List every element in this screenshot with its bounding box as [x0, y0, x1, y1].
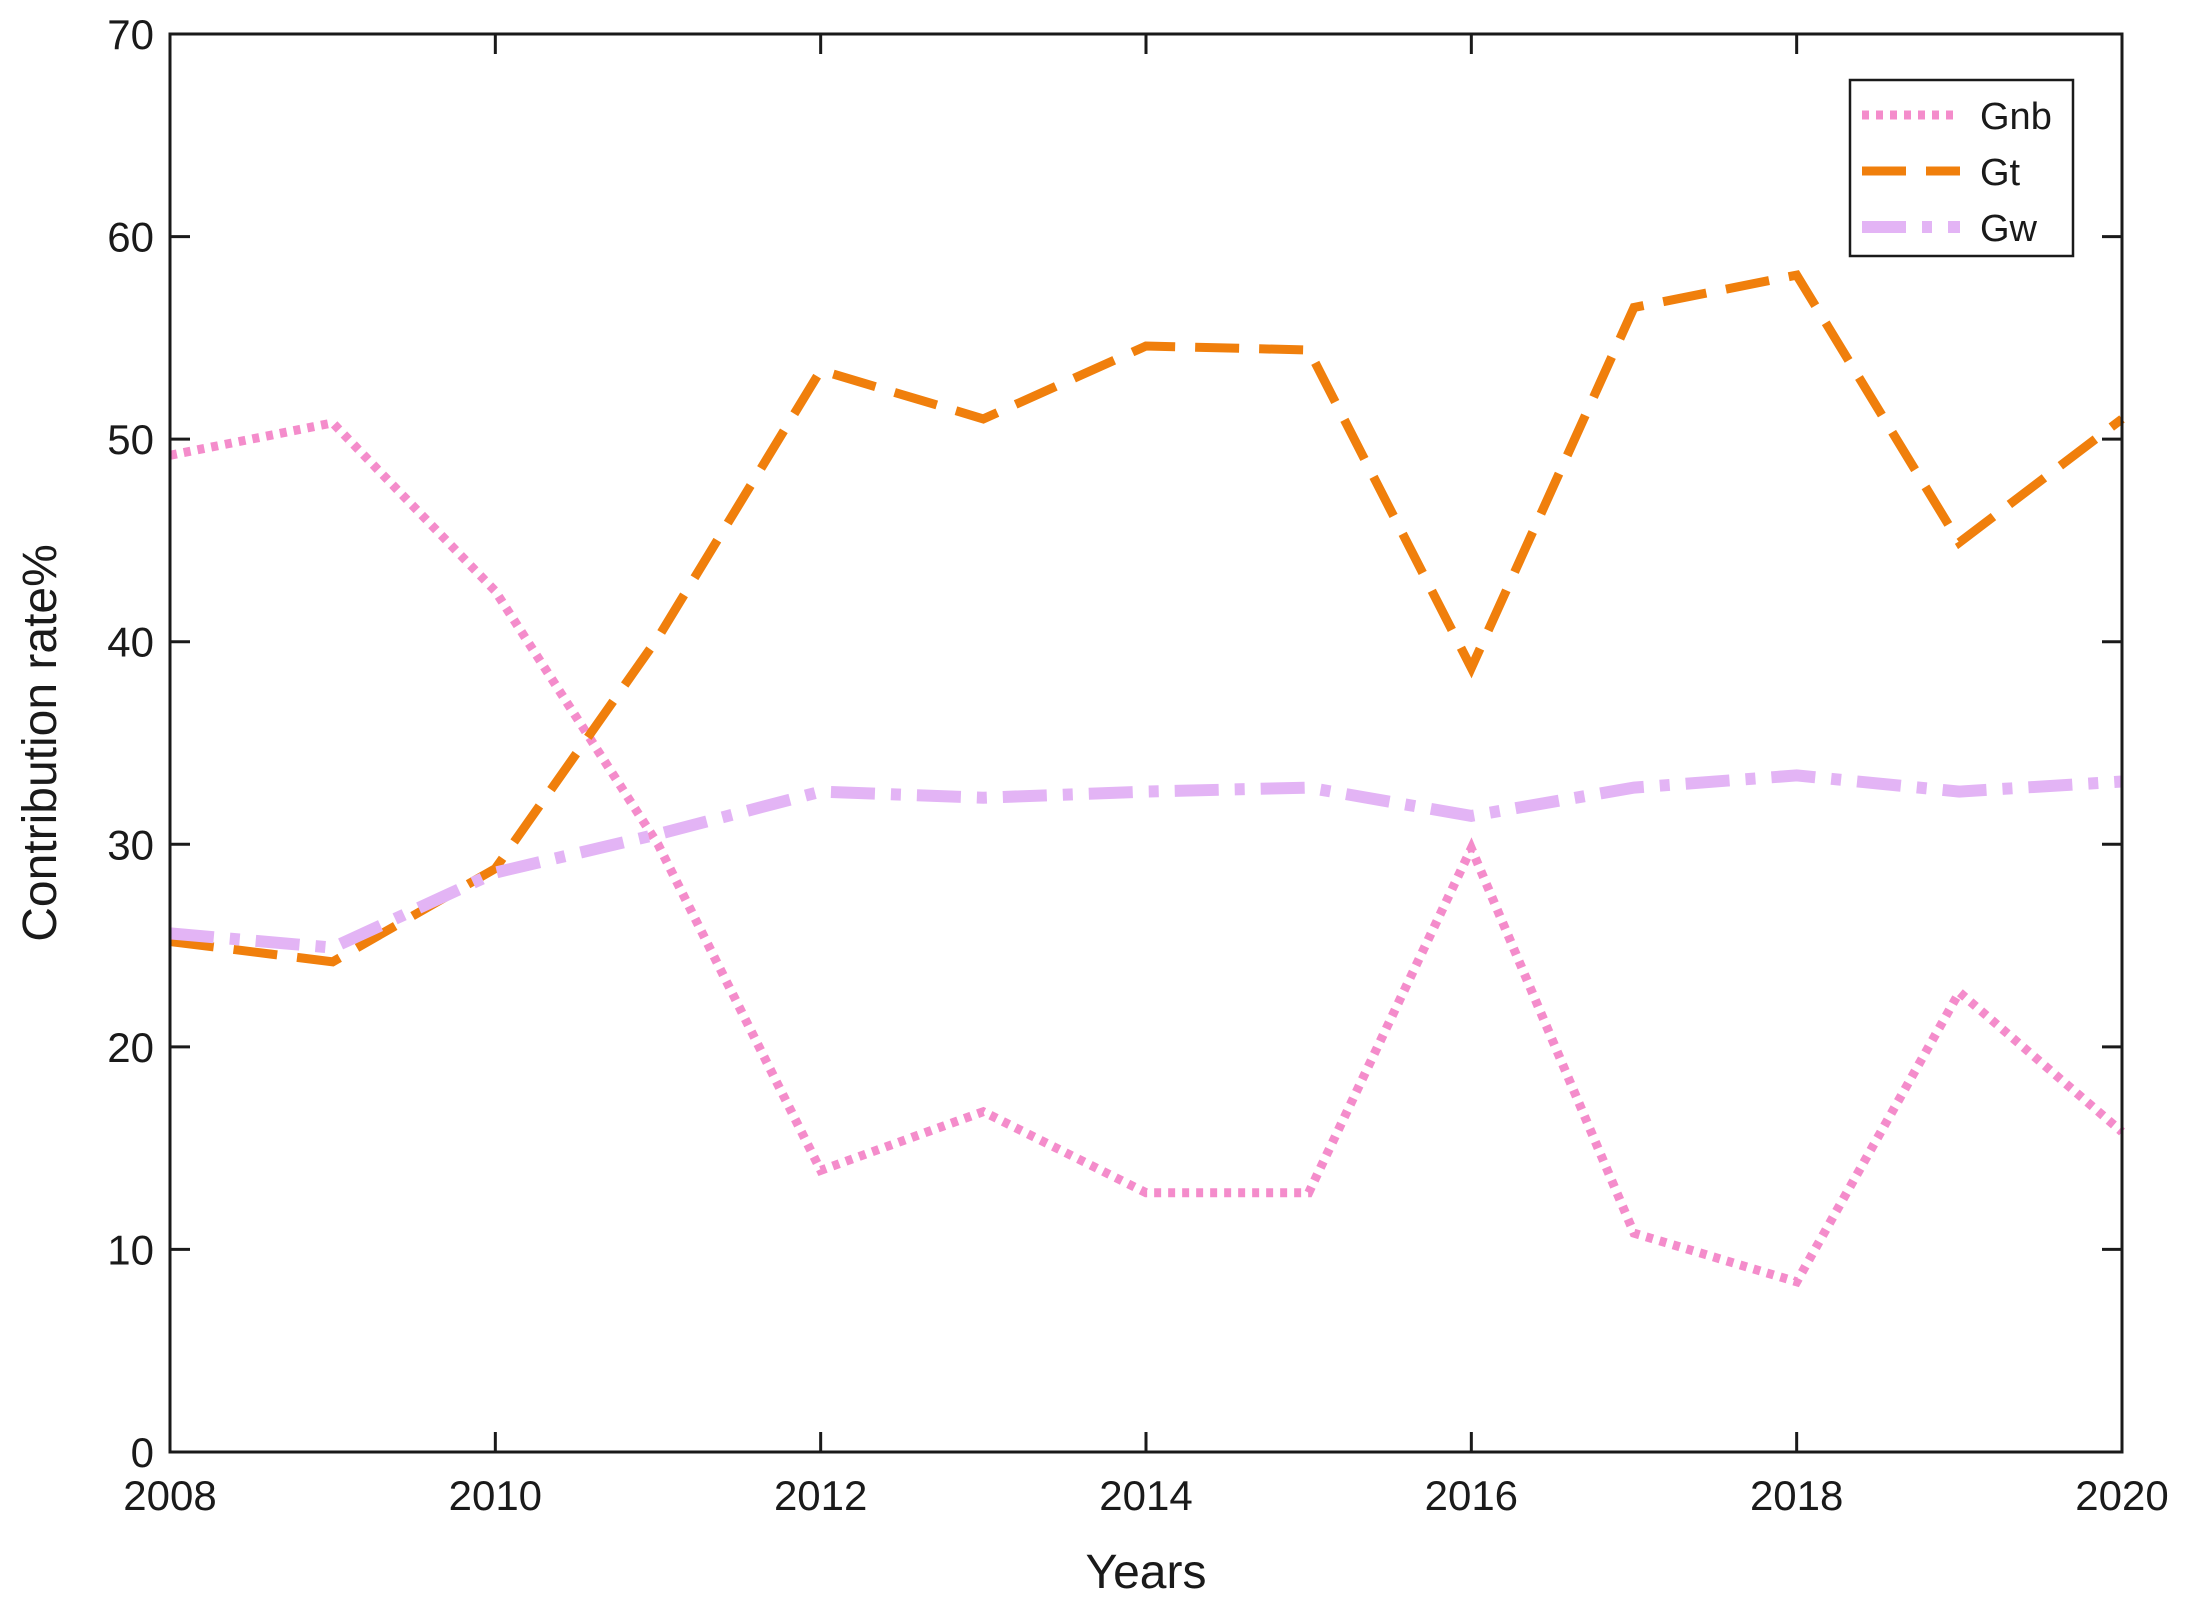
data-point-gt: [1471, 668, 1472, 669]
y-tick-label: 60: [107, 214, 154, 261]
data-point-gnb: [1796, 1281, 1797, 1282]
y-axis-title: Contribution rate%: [14, 544, 67, 942]
series-line-gnb: [169, 418, 2125, 1288]
data-point-gt: [332, 961, 333, 962]
legend: Gnb Gt Gw: [1848, 78, 2075, 258]
y-tick-label: 40: [107, 619, 154, 666]
tick-labels-layer: 2008 2010 2012 2014 2016 2018 2020 0 10 20 30 40 50 6…: [107, 11, 2168, 1519]
data-point-gw: [1146, 791, 1147, 792]
data-point-gt: [1146, 346, 1147, 347]
data-point-gw: [658, 834, 659, 835]
data-point-gw: [1959, 791, 1960, 792]
data-point-gnb: [1308, 1192, 1309, 1193]
legend-label-gw: Gw: [1980, 208, 2038, 250]
series-layer: [169, 270, 2125, 1288]
data-point-gw: [1471, 815, 1472, 816]
data-point-gw: [820, 791, 821, 792]
data-point-gw: [1634, 787, 1635, 788]
legend-label-gt: Gt: [1980, 152, 2021, 194]
data-point-gw: [1308, 787, 1309, 788]
data-point-gt: [1634, 307, 1635, 308]
data-point-gnb: [1146, 1192, 1147, 1193]
data-point-gw: [495, 872, 496, 873]
x-axis-title: Years: [1086, 1546, 1207, 1599]
data-point-gw: [1796, 775, 1797, 776]
ticks-layer: [168, 32, 2124, 1454]
x-tick-label: 2008: [123, 1472, 216, 1519]
data-point-gt: [820, 370, 821, 371]
y-tick-label: 30: [107, 821, 154, 868]
data-point-gnb: [1471, 848, 1472, 849]
data-point-gw: [332, 947, 333, 948]
x-tick-label: 2014: [1099, 1472, 1192, 1519]
x-tick-label: 2010: [449, 1472, 542, 1519]
x-tick-label: 2012: [774, 1472, 867, 1519]
data-point-gw: [983, 797, 984, 798]
y-tick-label: 0: [131, 1429, 154, 1476]
data-point-gnb: [1634, 1233, 1635, 1234]
data-point-gnb: [495, 591, 496, 592]
x-tick-label: 2016: [1425, 1472, 1518, 1519]
data-point-gnb: [332, 422, 333, 423]
x-tick-label: 2020: [2075, 1472, 2168, 1519]
data-point-gt: [1959, 542, 1960, 543]
series-line-gt: [169, 270, 2125, 967]
data-point-gnb: [1959, 992, 1960, 993]
data-point-gnb: [658, 844, 659, 845]
plot-frame: [168, 32, 2124, 1454]
series-line-gw: [169, 769, 2123, 954]
y-tick-label: 70: [107, 11, 154, 58]
data-point-gt: [1796, 275, 1797, 276]
data-point-gt: [495, 868, 496, 869]
data-point-gnb: [983, 1111, 984, 1112]
legend-label-gnb: Gnb: [1980, 96, 2052, 138]
data-point-gt: [1308, 350, 1309, 351]
y-tick-label: 10: [107, 1226, 154, 1273]
y-tick-label: 20: [107, 1024, 154, 1071]
data-point-gt: [658, 637, 659, 638]
x-tick-label: 2018: [1750, 1472, 1843, 1519]
data-point-gnb: [820, 1170, 821, 1171]
data-point-gt: [983, 418, 984, 419]
y-tick-label: 50: [107, 416, 154, 463]
